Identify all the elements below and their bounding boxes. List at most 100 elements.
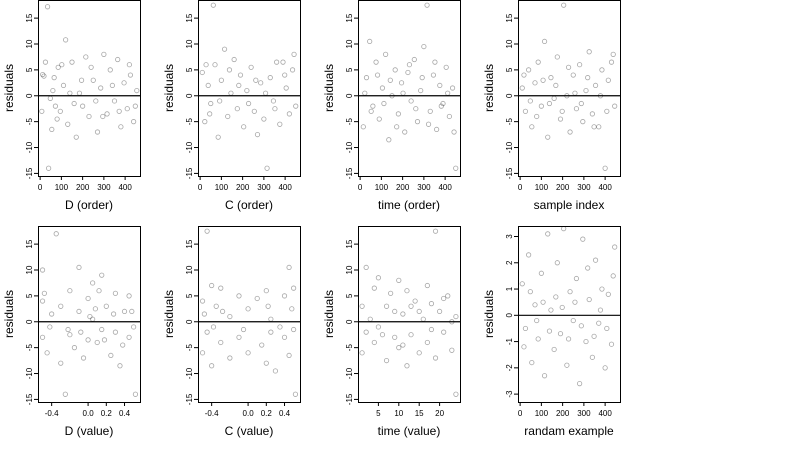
data-point [120, 342, 126, 348]
data-point [440, 100, 446, 107]
x-tick-label: 0.0 [83, 409, 95, 418]
data-point [519, 281, 525, 287]
data-point [121, 80, 127, 86]
x-tick-label: 400 [438, 183, 452, 192]
x-tick-label: 300 [417, 183, 431, 192]
data-point [402, 129, 408, 135]
y-tick-label: 15 [345, 13, 354, 22]
data-point [76, 308, 82, 315]
data-point [610, 51, 616, 57]
data-point [411, 56, 417, 63]
y-tick-label: -15 [345, 167, 354, 179]
data-point [545, 231, 551, 237]
data-point [90, 316, 96, 322]
data-point [261, 116, 267, 122]
data-point [371, 339, 377, 346]
y-tick-label: 5 [185, 67, 194, 72]
data-point [580, 236, 586, 242]
x-tick-label: 20 [435, 409, 444, 418]
data-point [67, 288, 73, 294]
data-point [599, 286, 605, 292]
data-point [443, 64, 449, 70]
y-tick-label: 15 [185, 13, 194, 22]
y-tick-label: 1 [505, 286, 514, 291]
data-point [115, 56, 121, 63]
y-tick-label: 0 [25, 319, 34, 324]
x-tick-label: 400 [278, 183, 292, 192]
data-point [586, 49, 592, 55]
y-tick-label: -10 [345, 367, 354, 379]
data-point [565, 336, 572, 342]
data-point [436, 308, 443, 315]
data-point [282, 72, 288, 78]
data-point [237, 72, 244, 78]
y-tick-label: -5 [25, 118, 34, 126]
data-point [209, 282, 215, 289]
data-point [608, 341, 615, 347]
data-point [591, 333, 597, 339]
data-point [527, 98, 533, 104]
y-tick-label: -3 [505, 390, 514, 398]
data-point [394, 124, 400, 130]
data-point [424, 339, 430, 346]
data-point [432, 59, 438, 65]
data-point [605, 77, 611, 83]
data-point [548, 75, 554, 81]
data-point [207, 111, 213, 117]
x-tick-label: 200 [556, 409, 570, 418]
y-tick-label: 0 [185, 319, 194, 324]
data-point [283, 85, 289, 91]
data-point [554, 54, 560, 60]
data-point [126, 334, 132, 340]
y-axis-title: residuals [482, 64, 496, 112]
data-point [567, 129, 573, 135]
data-point [274, 59, 280, 65]
data-point [389, 93, 395, 99]
y-tick-label: -10 [185, 141, 194, 153]
data-point [85, 337, 91, 343]
data-point [47, 324, 53, 330]
data-point [199, 350, 206, 356]
data-point [551, 95, 557, 101]
data-point [529, 124, 535, 130]
data-point [599, 67, 605, 73]
data-point [54, 116, 60, 122]
data-point [527, 289, 533, 295]
data-point [78, 329, 84, 335]
x-axis-title: time (value) [378, 424, 441, 438]
y-tick-label: 0 [345, 319, 354, 324]
data-point [453, 391, 459, 397]
data-point [204, 329, 210, 335]
data-point [245, 350, 251, 356]
data-point [360, 124, 366, 130]
data-point [94, 339, 100, 346]
data-point [76, 90, 83, 96]
data-point [432, 228, 439, 234]
data-point [370, 103, 376, 109]
data-point [392, 308, 398, 315]
data-point [71, 100, 77, 107]
data-point [438, 103, 444, 109]
data-point [449, 85, 456, 91]
panel-6: -0.4 0.0 0.2 0.4 -15 -10 -5 0 5 10 15 C (value) resi… [162, 226, 301, 438]
data-point [132, 391, 139, 397]
data-point [573, 106, 580, 112]
y-tick-label: -15 [25, 167, 34, 179]
data-point [367, 38, 373, 45]
data-point [532, 80, 538, 86]
data-point [434, 126, 440, 133]
data-point [573, 275, 580, 282]
y-tick-label: 5 [185, 293, 194, 298]
data-point [218, 285, 224, 291]
y-tick-label: -5 [185, 118, 194, 126]
y-axis-title: residuals [2, 64, 16, 112]
data-point [293, 103, 299, 109]
data-point [419, 75, 425, 81]
data-point [227, 313, 233, 320]
data-point [521, 72, 527, 78]
data-point [245, 306, 251, 312]
data-point [570, 317, 576, 324]
data-point [272, 106, 278, 112]
data-point [557, 331, 564, 337]
